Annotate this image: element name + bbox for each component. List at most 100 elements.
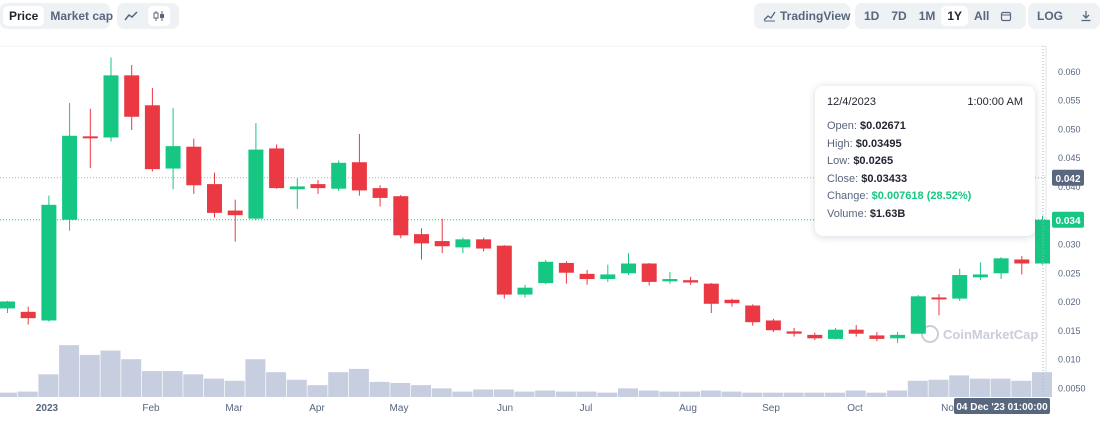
chart-toolbar: Price Market cap TradingView 1D 7D 1M 1Y…	[0, 0, 1103, 34]
volume-bar	[204, 378, 224, 397]
tooltip-volume: Volume: $1.63B	[827, 207, 906, 220]
candle-body-down	[1014, 259, 1030, 264]
volume-bar	[638, 390, 659, 397]
y-tick-label: 0.040	[1058, 182, 1081, 192]
candle-body-down	[558, 262, 574, 273]
range-1d-button[interactable]: 1D	[864, 9, 880, 23]
y-tick-label: 0.060	[1058, 67, 1081, 77]
volume-bar	[224, 380, 245, 397]
volume-bar	[38, 374, 59, 397]
volume-bar	[990, 378, 1011, 397]
candle-body-up	[662, 279, 678, 282]
volume-bar	[618, 388, 638, 397]
candle-body-down	[434, 241, 450, 247]
volume-bar	[783, 392, 804, 397]
volume-bar	[866, 392, 887, 397]
market-cap-tab[interactable]: Market cap	[50, 9, 114, 23]
candle-body-down	[227, 210, 243, 216]
volume-bar	[59, 345, 80, 397]
volume-bar	[286, 379, 307, 397]
candle-body-down	[579, 273, 595, 280]
trend-icon	[763, 11, 776, 22]
tooltip-time: 1:00:00 AM	[967, 96, 1023, 108]
candle-body-up	[828, 329, 843, 339]
volume-bar	[0, 392, 17, 397]
candle-body-up	[165, 146, 181, 169]
volume-bar	[825, 392, 845, 397]
y-tick-label: 0.020	[1058, 297, 1081, 307]
volume-bar	[266, 372, 287, 397]
chart-type-toggle	[117, 3, 179, 29]
tradingview-toggle: TradingView	[754, 3, 850, 29]
range-1y-button[interactable]: 1Y	[941, 6, 969, 26]
download-icon[interactable]	[1075, 6, 1097, 26]
y-tick-label: 0.010	[1058, 355, 1081, 365]
x-tick-label: Aug	[679, 403, 697, 414]
price-tab[interactable]: Price	[3, 6, 45, 26]
range-all-button[interactable]: All	[974, 9, 990, 23]
volume-bar	[390, 382, 411, 397]
candle-body-down	[124, 75, 140, 117]
candle-body-down	[931, 297, 947, 300]
crosshair-date-tag	[954, 398, 1050, 414]
log-scale-button[interactable]: LOG	[1037, 9, 1063, 23]
candle-body-up	[41, 204, 57, 321]
x-tick-label: Jul	[580, 403, 593, 414]
volume-bar	[969, 378, 990, 397]
volume-bar	[452, 391, 473, 397]
candle-body-down	[703, 283, 719, 304]
x-tick-label: May	[390, 403, 409, 414]
scale-toolbar: LOG	[1028, 3, 1100, 29]
y-tick-label: 0.045	[1058, 153, 1081, 163]
candle-body-down	[476, 239, 492, 249]
candle-body-down	[82, 136, 98, 139]
volume-bar	[659, 391, 680, 397]
candle-body-up	[455, 239, 471, 248]
volume-bar	[121, 359, 142, 397]
tradingview-label: TradingView	[780, 9, 851, 23]
candle-body-up	[103, 75, 119, 138]
line-chart-icon[interactable]	[120, 6, 142, 26]
y-tick-label: 0.0050	[1058, 383, 1086, 393]
volume-bar	[431, 388, 452, 397]
range-7d-button[interactable]: 7D	[891, 9, 907, 23]
volume-bar	[597, 392, 618, 397]
calendar-icon[interactable]	[995, 6, 1017, 26]
volume-bar	[555, 391, 576, 397]
volume-bar	[804, 392, 825, 397]
candle-body-down	[724, 299, 740, 304]
volume-bar	[348, 368, 369, 397]
tooltip-close: Close: $0.03433	[827, 172, 908, 185]
candlestick-icon[interactable]	[148, 6, 170, 26]
y-tick-label: 0.030	[1058, 240, 1081, 250]
volume-bar	[928, 379, 949, 397]
tradingview-button[interactable]: TradingView	[757, 6, 856, 26]
candle-body-down	[765, 320, 781, 331]
volume-bar	[328, 372, 349, 397]
volume-bar	[141, 371, 162, 397]
volume-bar	[680, 391, 701, 397]
tooltip-open: Open: $0.02671	[827, 120, 906, 132]
candle-body-down	[207, 184, 222, 213]
watermark-text: CoinMarketCap	[943, 327, 1038, 342]
tooltip-date: 12/4/2023	[827, 96, 876, 108]
last-price-label: 0.034	[1055, 216, 1080, 227]
x-tick-label: Nov	[941, 403, 959, 414]
candle-body-up	[952, 275, 968, 299]
range-1m-button[interactable]: 1M	[918, 9, 936, 23]
candle-body-down	[683, 280, 699, 283]
volume-bar	[949, 375, 970, 397]
volume-bar	[1011, 380, 1032, 397]
candle-body-down	[786, 331, 802, 334]
volume-bar	[535, 390, 556, 397]
crosshair-date-label: 04 Dec '23 01:00:00	[956, 402, 1048, 413]
candle-body-up	[248, 149, 264, 219]
candle-body-down	[393, 196, 409, 236]
x-tick-label: Feb	[142, 403, 160, 414]
candle-body-down	[186, 146, 202, 186]
candle-body-down	[351, 162, 367, 191]
volume-bar	[845, 390, 866, 397]
candle-body-down	[269, 148, 285, 189]
candle-body-down	[745, 305, 761, 323]
